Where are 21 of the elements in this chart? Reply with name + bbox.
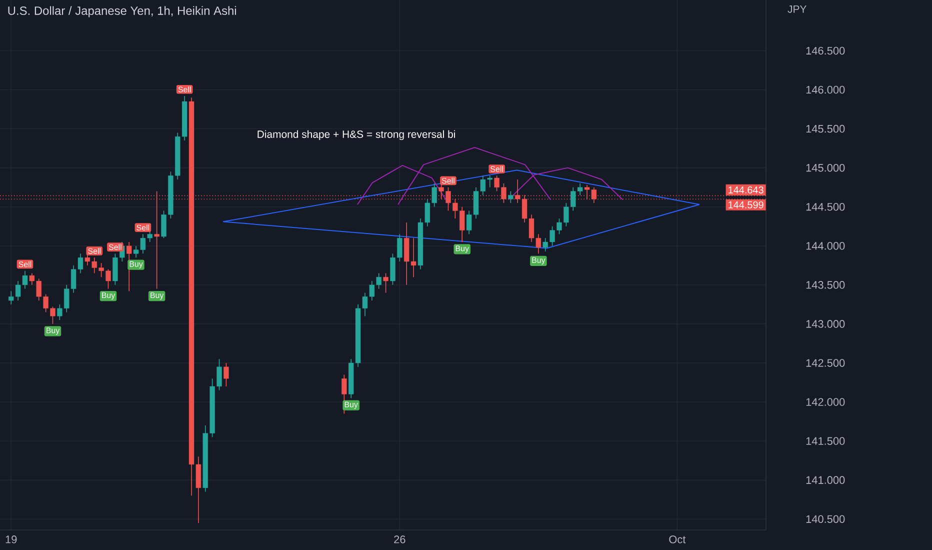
y-tick-label: 145.500	[806, 124, 845, 133]
y-tick-label: 145.000	[806, 164, 845, 172]
ref-line-label: 144.643	[728, 186, 764, 194]
x-tick-label: Oct	[669, 536, 686, 544]
y-tick-label: 146.000	[806, 86, 845, 94]
y-tick-label: 142.000	[806, 398, 845, 406]
y-tick-label: 144.500	[806, 202, 845, 211]
y-tick-label: 146.500	[806, 46, 845, 55]
y-tick-label: 144.000	[806, 242, 845, 250]
y-tick-label: 141.500	[806, 437, 845, 445]
x-tick-label: 19	[6, 536, 17, 544]
annotation: Diamond shape + H&S = strong reversal bi	[258, 130, 455, 140]
y-tick-label: 141.000	[806, 476, 845, 484]
y-tick-label: 143.000	[806, 320, 845, 328]
y-axis-title: JPY	[788, 6, 806, 13]
chart-title: U.S. Dollar / Japanese Yen, 1h, Heikin Ashi	[8, 6, 236, 18]
y-tick-label: 143.500	[806, 281, 845, 289]
y-tick-label: 140.500	[806, 515, 845, 523]
x-tick-label: 26	[394, 536, 406, 544]
y-tick-label: 142.500	[806, 359, 845, 367]
ref-line-label: 144.599	[728, 201, 764, 208]
